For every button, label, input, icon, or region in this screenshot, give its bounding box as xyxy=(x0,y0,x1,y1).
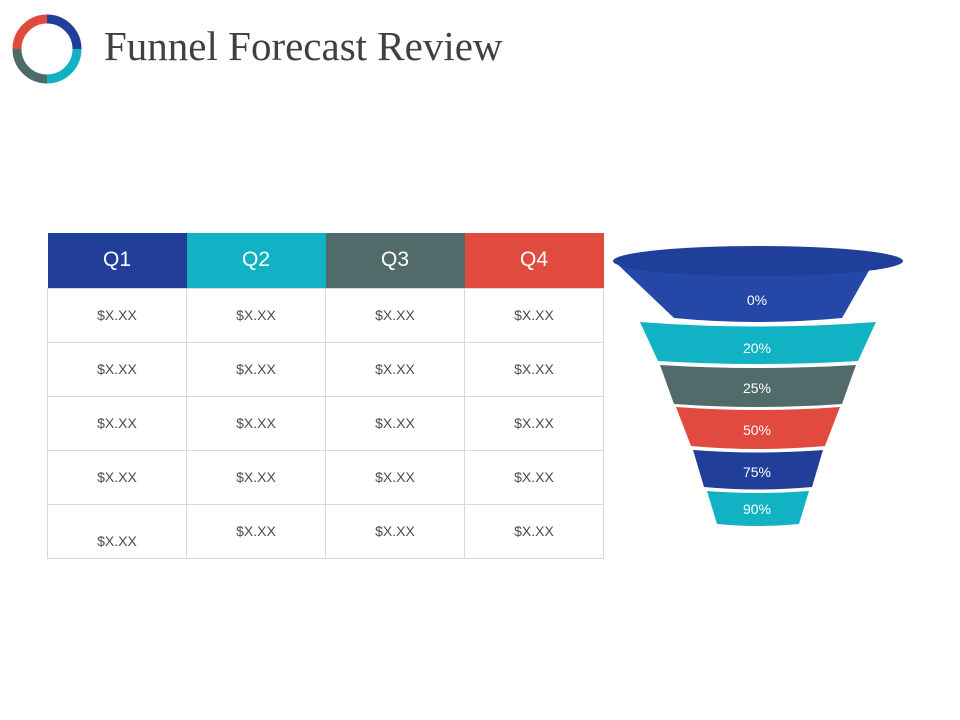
table-row: $X.XX $X.XX $X.XX $X.XX xyxy=(47,287,604,343)
funnel-label-4: 75% xyxy=(743,464,771,480)
funnel-graphic: 0% 20% 25% 50% 75% 90% xyxy=(613,246,903,526)
table-cell: $X.XX xyxy=(325,449,465,505)
table-cell: $X.XX xyxy=(325,395,465,451)
funnel-stage-2 xyxy=(660,365,856,407)
table-cell: $X.XX xyxy=(325,341,465,397)
funnel-stage-1 xyxy=(640,322,876,364)
table-cell: $X.XX xyxy=(464,395,604,451)
funnel-label-2: 25% xyxy=(743,380,771,396)
forecast-table: Q1 Q2 Q3 Q4 $X.XX $X.XX $X.XX $X.XX $X.X… xyxy=(47,233,604,559)
table-cell: $X.XX xyxy=(325,287,465,343)
table-cell: $X.XX xyxy=(47,449,187,505)
table-cell: $X.XX xyxy=(186,287,326,343)
funnel-label-5: 90% xyxy=(743,501,771,517)
table-header-row: Q1 Q2 Q3 Q4 xyxy=(47,233,604,288)
funnel-stage-0 xyxy=(613,260,875,322)
table-cell: $X.XX xyxy=(47,395,187,451)
donut-ring-icon xyxy=(12,14,82,84)
table-cell: $X.XX xyxy=(186,503,326,559)
table-cell: $X.XX xyxy=(464,341,604,397)
header-q2: Q2 xyxy=(186,233,326,288)
table-cell: $X.XX xyxy=(186,341,326,397)
table-row: $X.XX $X.XX $X.XX $X.XX xyxy=(47,449,604,505)
table-cell: $X.XX xyxy=(464,503,604,559)
slide-title: Funnel Forecast Review xyxy=(104,23,503,69)
funnel-label-0: 0% xyxy=(747,292,767,308)
table-cell: $X.XX xyxy=(186,395,326,451)
table-cell: $X.XX xyxy=(186,449,326,505)
table-cell: $X.XX xyxy=(47,287,187,343)
funnel-stage-4 xyxy=(693,450,823,490)
table-row: $X.XX $X.XX $X.XX $X.XX xyxy=(47,503,604,559)
table-row: $X.XX $X.XX $X.XX $X.XX xyxy=(47,395,604,451)
table-cell: $X.XX xyxy=(47,503,187,559)
header-q3: Q3 xyxy=(325,233,465,288)
funnel-rim xyxy=(613,246,903,276)
table-cell: $X.XX xyxy=(464,449,604,505)
table-cell: $X.XX xyxy=(464,287,604,343)
table-cell: $X.XX xyxy=(325,503,465,559)
funnel-stage-5 xyxy=(707,491,809,526)
funnel-label-3: 50% xyxy=(743,422,771,438)
funnel-stage-3 xyxy=(676,407,840,449)
table-cell: $X.XX xyxy=(47,341,187,397)
funnel-label-1: 20% xyxy=(743,340,771,356)
header-q1: Q1 xyxy=(47,233,187,288)
header-q4: Q4 xyxy=(464,233,604,288)
table-row: $X.XX $X.XX $X.XX $X.XX xyxy=(47,341,604,397)
